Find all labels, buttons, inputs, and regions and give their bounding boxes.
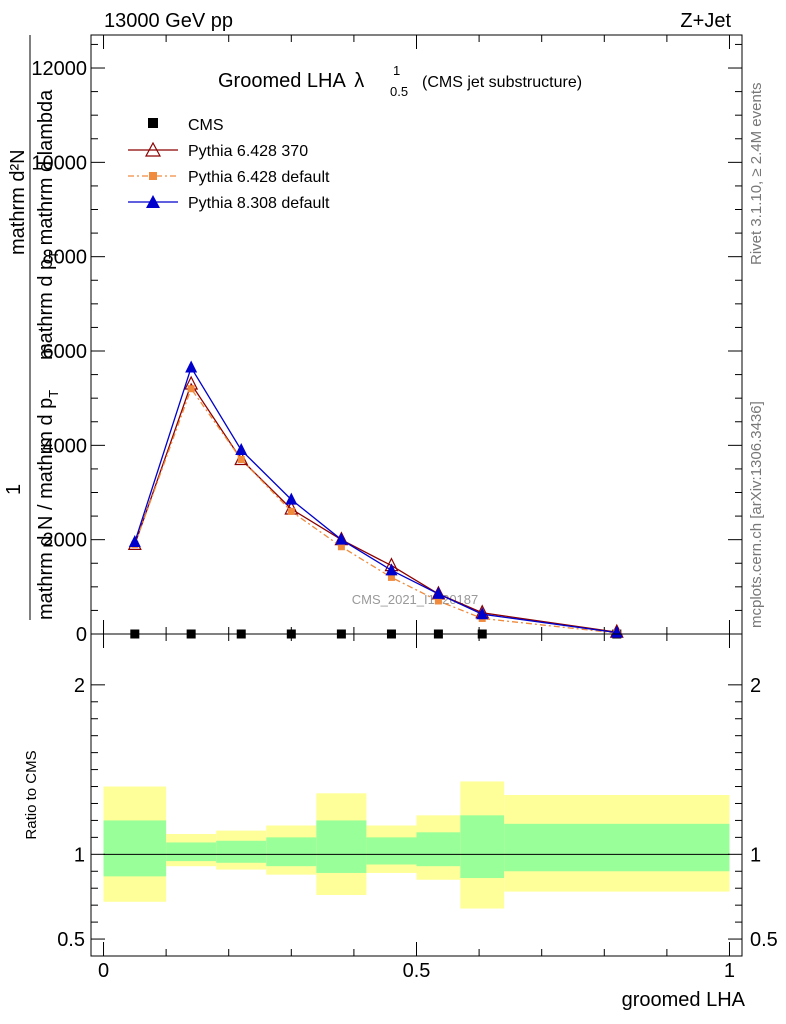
svg-text:mathrm d N / mathrm d pT: mathrm d N / mathrm d pT [35,390,61,620]
ratio-ytick-label-right: 0.5 [750,929,778,951]
ratio-band-inner [460,815,505,879]
main-ytick-label: 10000 [31,152,87,174]
svg-text:mathrm d pT mathrm d lambda: mathrm d pT mathrm d lambda [35,89,61,360]
y-axis-label-main: mathrm d²N mathrm d N / mathrm d pT math… [3,35,61,620]
main-ytick-label: 2000 [43,530,88,552]
data-point [287,507,295,515]
data-point [335,532,348,545]
title-rest: (CMS jet substructure) [422,74,582,91]
data-point [387,573,395,581]
ylabel-prefix-den-sub: T [46,390,61,398]
ylabel-prefix-num: 1 [3,484,25,495]
rivet-label: Rivet 3.1.10, ≥ 2.4M events [748,83,765,266]
ratio-ytick-label: 2 [74,675,85,697]
ratio-y-label: Ratio to CMS [23,750,40,839]
legend-label-p6-370: Pythia 6.428 370 [188,143,308,160]
ylabel-denominator-rest: mathrm d lambda [35,89,57,251]
legend-label-cms: CMS [188,117,224,134]
legend-label-p6-default: Pythia 6.428 default [188,169,330,186]
plot-title: Groomed LHA λ 1 0.5 (CMS jet substructur… [218,63,582,99]
data-point [476,607,489,620]
ratio-band-inner [366,837,417,865]
main-ytick-label: 8000 [43,247,88,269]
ylabel-denominator-sub: T [46,251,61,259]
ratio-band-inner [316,820,367,873]
mcplots-label: mcplots.cern.ch [arXiv:1306.3436] [748,401,765,628]
ratio-band-inner [266,837,317,867]
data-point [385,563,398,576]
legend: CMS Pythia 6.428 370 Pythia 6.428 defaul… [128,117,330,212]
x-tick-label: 0 [98,960,109,982]
title-main: Groomed LHA [218,70,346,92]
data-point [237,455,245,463]
data-point [434,597,442,605]
legend-marker-p8 [146,195,160,208]
legend-marker-p6-default [149,172,157,180]
ratio-panel: 0.5 0.5 1 1 2 2 0 0.5 1 [57,633,778,982]
data-point [235,443,248,456]
ylabel-denominator: mathrm d p [35,259,57,360]
x-axis-label: groomed LHA [622,989,746,1011]
title-lambda: λ [354,70,364,92]
main-ytick-label: 12000 [31,58,87,80]
data-point [432,586,445,599]
main-ytick-label: 6000 [43,341,88,363]
data-point [610,625,623,638]
data-point [337,543,345,551]
svg-text:Groomed LHA λ: Groomed LHA λ [218,70,364,92]
ratio-band-inner [166,842,217,862]
legend-marker-p6-370 [144,141,162,157]
ratio-band-inner [504,823,730,872]
series-line [134,387,617,634]
main-panel: 0 2000 4000 6000 8000 10000 12000 CMS_2021_I19… [31,34,743,646]
legend-marker-cms [148,118,158,128]
data-point [285,492,298,505]
title-sub: 0.5 [390,84,408,99]
ratio-ytick-label: 1 [74,844,85,866]
legend-label-p8: Pythia 8.308 default [188,195,330,212]
ratio-band-inner [216,840,267,863]
data-point [187,385,195,393]
ylabel-prefix-den: mathrm d N / mathrm d p [35,398,57,620]
ratio-band-inner [103,820,167,877]
ylabel-numerator: mathrm d²N [7,149,29,255]
main-ytick-label: 4000 [43,435,88,457]
title-sup: 1 [393,63,400,78]
ratio-ytick-label-right: 1 [750,844,761,866]
x-tick-label: 1 [724,960,735,982]
data-point [128,535,141,548]
ratio-ytick-label: 0.5 [57,929,85,951]
data-point [185,360,198,373]
process-label: Z+Jet [680,10,731,32]
watermark: CMS_2021_I1920187 [352,592,479,607]
energy-label: 13000 GeV pp [104,10,233,32]
ratio-ytick-label-right: 2 [750,675,761,697]
x-tick-label: 0.5 [403,960,431,982]
ratio-band-inner [416,832,461,867]
main-ytick-label: 0 [76,624,87,646]
